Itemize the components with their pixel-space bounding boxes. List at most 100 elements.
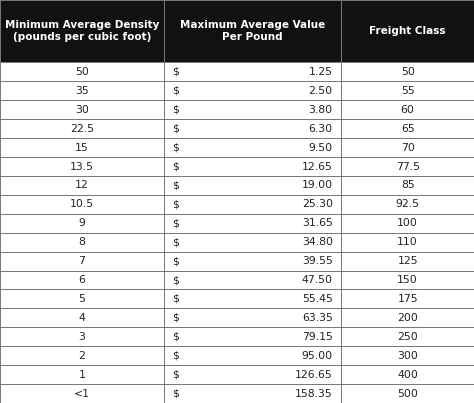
Bar [0,289,164,308]
Text: 6.30: 6.30 [309,124,333,134]
Text: 95.00: 95.00 [301,351,333,361]
Text: 8: 8 [78,237,85,247]
Text: $: $ [172,86,179,96]
Bar [341,62,474,81]
Text: $: $ [172,162,179,172]
Text: 9.50: 9.50 [309,143,333,153]
Text: 50: 50 [75,67,89,77]
Text: 400: 400 [397,370,418,380]
Bar [341,81,474,100]
Bar [341,100,474,119]
Text: 22.5: 22.5 [70,124,94,134]
Text: Freight Class: Freight Class [369,26,446,36]
Text: 55: 55 [401,86,415,96]
Text: 55.45: 55.45 [302,294,333,304]
Bar [0,384,164,403]
Bar [0,100,164,119]
Bar [164,327,341,346]
Text: $: $ [172,124,179,134]
Bar [341,233,474,251]
Bar [341,308,474,327]
Text: 60: 60 [401,105,415,115]
Text: $: $ [172,218,179,228]
Text: 47.50: 47.50 [302,275,333,285]
Bar [164,62,341,81]
Bar [164,0,341,62]
Text: 13.5: 13.5 [70,162,94,172]
Text: 300: 300 [397,351,418,361]
Text: 85: 85 [401,181,415,191]
Bar [0,270,164,289]
Text: $: $ [172,181,179,191]
Text: 125: 125 [397,256,418,266]
Text: 79.15: 79.15 [302,332,333,342]
Bar [164,81,341,100]
Bar [164,270,341,289]
Bar [164,233,341,251]
Text: 31.65: 31.65 [302,218,333,228]
Text: 175: 175 [397,294,418,304]
Text: 200: 200 [397,313,418,323]
Bar [164,346,341,365]
Bar [164,308,341,327]
Text: $: $ [172,67,179,77]
Text: 3: 3 [78,332,85,342]
Text: $: $ [172,143,179,153]
Bar [341,365,474,384]
Bar [164,176,341,195]
Bar [341,176,474,195]
Text: 150: 150 [397,275,418,285]
Bar [164,214,341,233]
Text: 100: 100 [397,218,418,228]
Text: $: $ [172,370,179,380]
Bar [341,157,474,176]
Bar [0,119,164,138]
Text: 70: 70 [401,143,415,153]
Bar [0,176,164,195]
Text: 110: 110 [397,237,418,247]
Text: $: $ [172,237,179,247]
Bar [164,157,341,176]
Text: 5: 5 [78,294,85,304]
Bar [0,195,164,214]
Bar [0,214,164,233]
Text: 2.50: 2.50 [309,86,333,96]
Text: 4: 4 [78,313,85,323]
Bar [341,119,474,138]
Text: $: $ [172,332,179,342]
Text: 19.00: 19.00 [301,181,333,191]
Text: 10.5: 10.5 [70,199,94,209]
Text: Maximum Average Value
Per Pound: Maximum Average Value Per Pound [180,21,325,42]
Bar [164,251,341,270]
Bar [164,195,341,214]
Text: $: $ [172,313,179,323]
Text: $: $ [172,294,179,304]
Bar [341,346,474,365]
Text: 34.80: 34.80 [302,237,333,247]
Bar [164,119,341,138]
Text: Minimum Average Density
(pounds per cubic foot): Minimum Average Density (pounds per cubi… [5,21,159,42]
Text: $: $ [172,388,179,399]
Text: 158.35: 158.35 [295,388,333,399]
Text: 3.80: 3.80 [309,105,333,115]
Bar [164,384,341,403]
Text: 50: 50 [401,67,415,77]
Bar [0,327,164,346]
Text: 35: 35 [75,86,89,96]
Bar [164,289,341,308]
Bar [341,270,474,289]
Text: 39.55: 39.55 [302,256,333,266]
Text: 126.65: 126.65 [295,370,333,380]
Bar [164,138,341,157]
Text: <1: <1 [74,388,90,399]
Text: 12: 12 [75,181,89,191]
Text: 1.25: 1.25 [309,67,333,77]
Text: 7: 7 [78,256,85,266]
Bar [0,138,164,157]
Text: $: $ [172,275,179,285]
Text: $: $ [172,351,179,361]
Text: 12.65: 12.65 [302,162,333,172]
Text: 1: 1 [78,370,85,380]
Bar [341,327,474,346]
Bar [0,233,164,251]
